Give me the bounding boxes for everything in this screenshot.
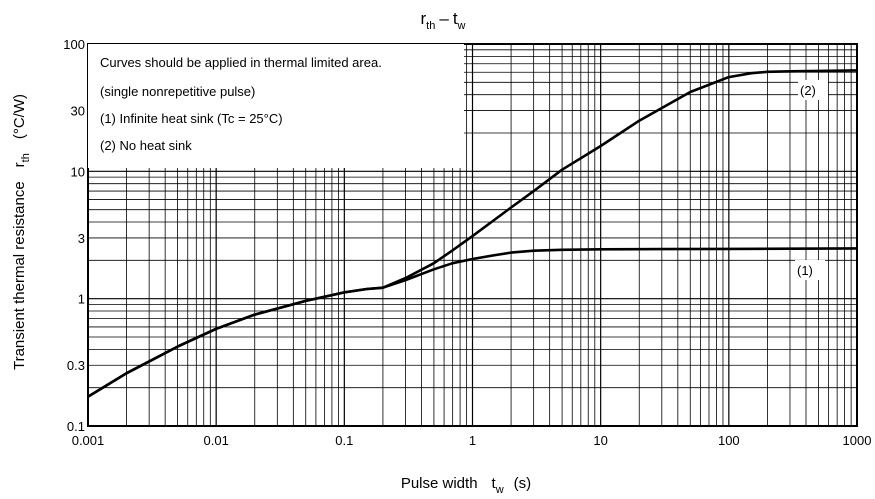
series-label-1: (1) — [795, 260, 825, 280]
series-group — [87, 69, 858, 398]
x-tick-label: 0.001 — [72, 433, 105, 448]
y-tick-label: 0.3 — [67, 358, 85, 373]
chart-title: rth – tw — [420, 9, 465, 32]
plot-frame — [87, 43, 858, 427]
notes-box: Curves should be applied in thermal limi… — [88, 44, 464, 168]
note-4: (2) No heat sink — [100, 138, 192, 153]
y-tick-label: 10 — [71, 164, 85, 179]
y-axis-label: Transient thermal resistancerth(°C/W) — [11, 94, 32, 370]
y-tick-label: 30 — [71, 104, 85, 119]
note-2: (single nonrepetitive pulse) — [100, 84, 255, 99]
x-tick-label: 1000 — [843, 433, 872, 448]
x-tick-label: 0.01 — [204, 433, 229, 448]
svg-text:(2): (2) — [800, 83, 816, 98]
x-tick-label: 1 — [469, 433, 476, 448]
x-tick-label: 0.1 — [335, 433, 353, 448]
x-tick-label: 10 — [593, 433, 607, 448]
y-tick-label: 100 — [63, 37, 85, 52]
series-label-2: (2) — [798, 80, 828, 100]
x-tick-label: 100 — [718, 433, 740, 448]
svg-text:(1): (1) — [797, 263, 813, 278]
note-1: Curves should be applied in thermal limi… — [100, 55, 382, 70]
y-tick-label: 0.1 — [67, 419, 85, 434]
y-tick-label: 3 — [78, 231, 85, 246]
note-3: (1) Infinite heat sink (Tc = 25°C) — [100, 111, 283, 126]
y-tick-label: 1 — [78, 292, 85, 307]
tick-labels: 0.001 0.01 0.1 1 10 100 1000 0.1 0.3 1 3 10 30 100 — [63, 37, 871, 448]
series-line-2 — [87, 69, 858, 398]
x-axis-label: Pulse width tw (s) — [401, 475, 531, 496]
